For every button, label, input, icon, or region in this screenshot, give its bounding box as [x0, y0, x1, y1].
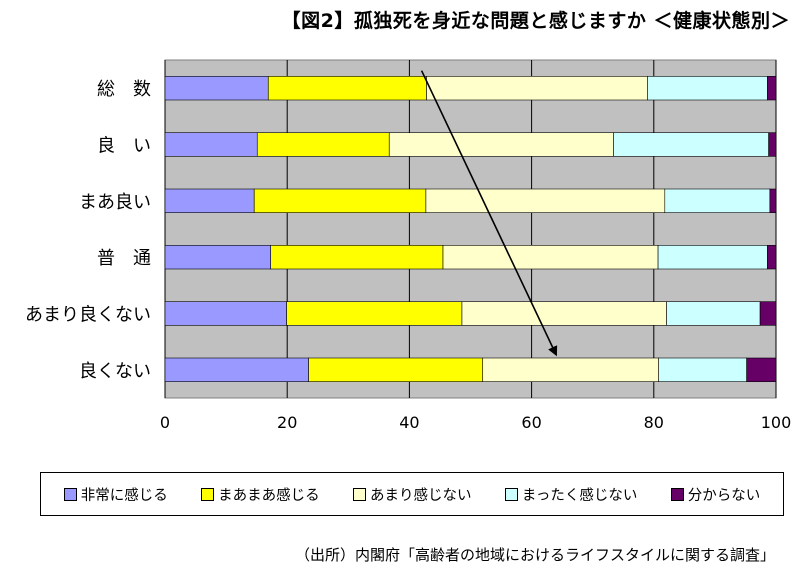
category-label: 良くない [79, 361, 151, 382]
bar-segment [286, 301, 463, 326]
bars [164, 76, 777, 382]
bar-segment [164, 76, 269, 101]
plot-area [164, 59, 777, 399]
bar-segment [426, 76, 648, 101]
category-label: 良 い [97, 136, 151, 157]
legend: 非常に感じる まあまあ感じる あまり感じない まったく感じない 分からない [40, 472, 784, 516]
x-tick-label: 40 [399, 413, 419, 432]
x-tick-label: 60 [521, 413, 541, 432]
bar-segment [769, 188, 777, 213]
bar-segment [482, 357, 659, 382]
category-label: 普 通 [97, 248, 151, 269]
legend-swatch [670, 487, 684, 501]
x-tick-label: 20 [277, 413, 297, 432]
legend-item: まったく感じない [504, 484, 638, 505]
bar-segment [425, 188, 666, 213]
bar-segment [657, 245, 768, 270]
bar-segment [164, 357, 309, 382]
x-tick-label: 100 [761, 413, 792, 432]
bar-segment [164, 301, 287, 326]
legend-label: まあまあ感じる [218, 487, 320, 504]
legend-swatch [201, 487, 215, 501]
legend-swatch [353, 487, 367, 501]
legend-item: あまり感じない [353, 484, 472, 505]
chart-title: 【図2】孤独死を身近な問題と感じますか ＜健康状態別＞ [281, 10, 790, 32]
bar-segment [613, 132, 769, 157]
bar-segment [256, 132, 390, 157]
bar-segment [267, 76, 427, 101]
category-label: あまり良くない [25, 305, 151, 326]
bar-segment [658, 357, 747, 382]
bar-segment [253, 188, 427, 213]
x-tick-labels: 0 20 40 60 80 100 [160, 413, 791, 432]
category-label: まあ良い [79, 192, 151, 213]
bar-segment [759, 301, 777, 326]
legend-label: 非常に感じる [80, 487, 168, 504]
x-tick-label: 0 [160, 413, 170, 432]
source-note: （出所）内閣府「高齢者の地域におけるライフスタイルに関する調査」 [294, 546, 775, 564]
bar-segment [270, 245, 444, 270]
bar-segment [461, 301, 667, 326]
gridlines [164, 60, 777, 398]
legend-swatch [63, 487, 77, 501]
legend-label: 分からない [687, 487, 761, 504]
bar-segment [388, 132, 614, 157]
bar-segment [164, 188, 255, 213]
bar-segment [768, 132, 777, 157]
x-tick-label: 80 [644, 413, 664, 432]
bar-segment [164, 132, 258, 157]
bar-segment [666, 301, 761, 326]
bar-segment [308, 357, 484, 382]
category-label: 総 数 [97, 79, 151, 100]
legend-item: 分からない [670, 484, 761, 505]
bar-segment [442, 245, 659, 270]
bar-segment [664, 188, 771, 213]
legend-label: あまり感じない [370, 487, 472, 504]
legend-item: 非常に感じる [63, 484, 168, 505]
legend-item: まあまあ感じる [201, 484, 320, 505]
legend-swatch [504, 487, 518, 501]
legend-label: まったく感じない [521, 487, 638, 504]
bar-segment [767, 245, 777, 270]
trend-arrow [420, 70, 558, 357]
bar-segment [164, 245, 272, 270]
bar-segment [647, 76, 768, 101]
bar-segment [767, 76, 777, 101]
bar-segment [746, 357, 777, 382]
